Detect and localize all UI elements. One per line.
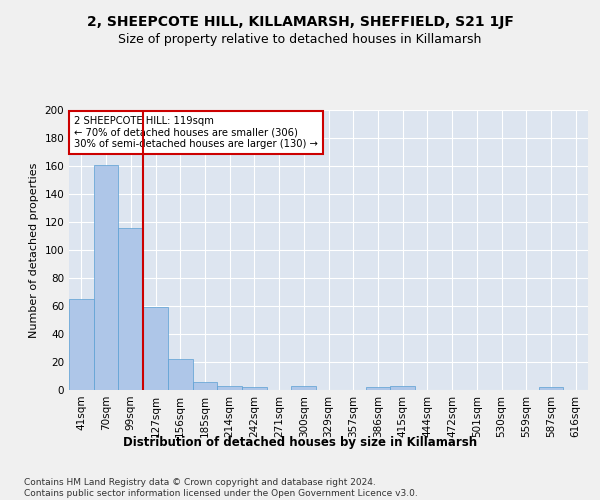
Bar: [217, 386, 242, 390]
Bar: [143, 308, 168, 390]
Bar: [292, 386, 316, 390]
Bar: [193, 382, 217, 390]
Text: 2, SHEEPCOTE HILL, KILLAMARSH, SHEFFIELD, S21 1JF: 2, SHEEPCOTE HILL, KILLAMARSH, SHEFFIELD…: [86, 15, 514, 29]
Bar: [539, 387, 563, 390]
Text: 2 SHEEPCOTE HILL: 119sqm
← 70% of detached houses are smaller (306)
30% of semi-: 2 SHEEPCOTE HILL: 119sqm ← 70% of detach…: [74, 116, 318, 149]
Bar: [69, 299, 94, 390]
Text: Distribution of detached houses by size in Killamarsh: Distribution of detached houses by size …: [123, 436, 477, 449]
Bar: [242, 387, 267, 390]
Bar: [390, 386, 415, 390]
Bar: [365, 387, 390, 390]
Text: Contains HM Land Registry data © Crown copyright and database right 2024.
Contai: Contains HM Land Registry data © Crown c…: [24, 478, 418, 498]
Bar: [168, 359, 193, 390]
Bar: [118, 228, 143, 390]
Bar: [94, 164, 118, 390]
Y-axis label: Number of detached properties: Number of detached properties: [29, 162, 39, 338]
Text: Size of property relative to detached houses in Killamarsh: Size of property relative to detached ho…: [118, 32, 482, 46]
